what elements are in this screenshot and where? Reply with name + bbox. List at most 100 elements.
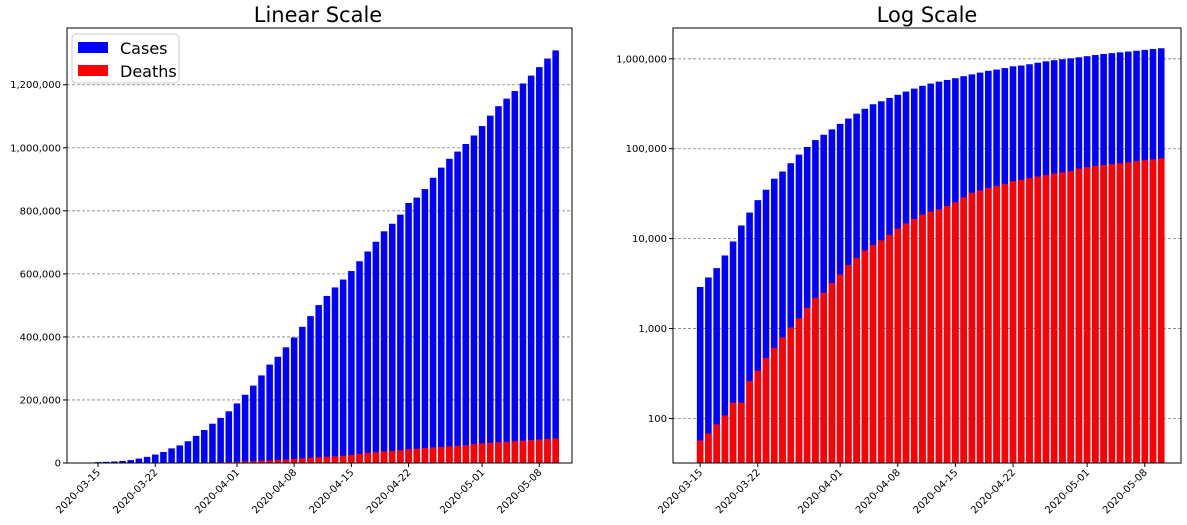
linear-bar-cases	[225, 411, 233, 463]
linear-bar-cases	[201, 429, 208, 463]
log-bar-cases	[721, 255, 729, 463]
linear-bar-deaths	[544, 438, 551, 463]
log-bar-deaths	[713, 424, 720, 463]
linear-bar-cases	[184, 441, 192, 463]
linear-bar-cases	[111, 461, 118, 463]
log-bar-deaths	[1034, 176, 1042, 463]
linear-bar-cases	[315, 305, 322, 463]
linear-bar-cases	[233, 403, 241, 463]
log-bar-deaths	[910, 218, 918, 463]
linear-bar-cases	[307, 316, 314, 463]
log-bar-cases	[713, 268, 720, 463]
legend-label-deaths: Deaths	[120, 62, 177, 81]
linear-bar-cases	[388, 223, 396, 463]
log-x-tick-label: 2020-04-01	[796, 467, 845, 516]
linear-bar-deaths	[250, 461, 257, 463]
log-bar-deaths	[985, 187, 992, 463]
linear-bar-deaths	[282, 459, 290, 463]
linear-bar-deaths	[372, 452, 380, 463]
linear-bar-deaths	[527, 440, 535, 463]
log-bar-deaths	[894, 228, 902, 463]
linear-bar-deaths	[462, 445, 470, 463]
legend-swatch-deaths	[78, 65, 108, 76]
log-bar-cases	[738, 225, 745, 463]
linear-bar-cases	[380, 231, 388, 463]
log-bar-deaths	[1083, 167, 1091, 463]
log-bar-deaths	[1092, 165, 1099, 463]
log-plot-frame	[672, 27, 1182, 464]
log-bar-deaths	[779, 337, 786, 463]
log-bar-deaths	[886, 234, 893, 463]
log-bar-deaths	[1149, 159, 1157, 463]
linear-bar-cases	[446, 158, 453, 463]
linear-bar-cases	[217, 417, 224, 463]
log-bar-deaths	[878, 240, 885, 463]
log-bar-deaths	[919, 214, 926, 463]
log-bar-deaths	[1026, 177, 1033, 463]
linear-bar-deaths	[380, 451, 388, 463]
log-bars	[696, 48, 1165, 464]
log-bar-deaths	[746, 381, 753, 463]
linear-bar-deaths	[470, 444, 478, 463]
log-bar-deaths	[1050, 173, 1058, 463]
linear-bar-deaths	[225, 461, 233, 463]
log-x-tick-label: 2020-03-15	[656, 467, 705, 516]
linear-bar-deaths	[274, 459, 282, 463]
log-bar-deaths	[927, 211, 934, 463]
linear-bar-cases	[372, 241, 380, 463]
log-bar-cases	[803, 146, 811, 463]
linear-bar-cases	[470, 135, 478, 463]
log-bar-deaths	[1157, 158, 1165, 464]
log-bar-deaths	[1059, 172, 1066, 464]
log-bar-deaths	[853, 257, 860, 463]
linear-x-tick-label: 2020-04-15	[308, 467, 357, 516]
log-bar-deaths	[902, 223, 910, 463]
linear-bar-cases	[437, 167, 445, 464]
log-bar-deaths	[738, 402, 745, 463]
log-bar-cases	[705, 277, 712, 463]
linear-bar-cases	[290, 337, 298, 463]
linear-bar-cases	[266, 364, 273, 463]
linear-bar-deaths	[446, 446, 453, 463]
log-bar-deaths	[1067, 171, 1074, 463]
linear-x-tick-label: 2020-03-22	[111, 467, 160, 516]
linear-bar-cases	[495, 106, 502, 463]
linear-bar-cases	[348, 271, 355, 463]
linear-bar-deaths	[388, 450, 396, 463]
linear-x-tick-label: 2020-05-08	[496, 467, 545, 516]
linear-bar-cases	[168, 448, 175, 463]
log-bar-deaths	[754, 370, 762, 463]
log-chart-title: Log Scale	[877, 3, 978, 27]
linear-bar-deaths	[339, 455, 347, 463]
log-bar-deaths	[770, 347, 778, 463]
linear-y-tick-label: 400,000	[20, 332, 61, 343]
linear-bar-deaths	[299, 458, 306, 463]
linear-bar-cases	[462, 144, 470, 463]
log-bar-deaths	[803, 307, 811, 463]
linear-bar-cases	[274, 356, 282, 463]
linear-bar-cases	[397, 214, 404, 463]
linear-bar-deaths	[478, 443, 486, 463]
linear-bar-deaths	[290, 458, 298, 463]
log-bar-cases	[795, 154, 803, 463]
linear-bar-cases	[299, 326, 306, 463]
log-bar-cases	[729, 241, 737, 463]
legend-label-cases: Cases	[120, 39, 168, 58]
log-bar-deaths	[976, 190, 984, 463]
linear-bar-deaths	[519, 440, 527, 463]
linear-bar-cases	[258, 375, 265, 463]
linear-bar-cases	[102, 461, 110, 463]
linear-bar-cases	[331, 287, 339, 463]
log-bar-deaths	[968, 192, 976, 463]
linear-bar-deaths	[356, 453, 363, 463]
linear-bar-cases	[356, 261, 363, 463]
log-x-tick-label: 2020-04-08	[854, 467, 903, 516]
log-y-tick-label: 100,000	[626, 144, 667, 155]
linear-bar-deaths	[487, 442, 494, 463]
log-bar-deaths	[1100, 165, 1107, 464]
linear-bar-cases	[364, 251, 371, 463]
log-x-tick-label: 2020-04-15	[912, 467, 961, 516]
log-bar-deaths	[696, 440, 704, 463]
linear-x-tick-label: 2020-04-08	[250, 467, 299, 516]
linear-x-tick-label: 2020-04-22	[365, 467, 414, 516]
